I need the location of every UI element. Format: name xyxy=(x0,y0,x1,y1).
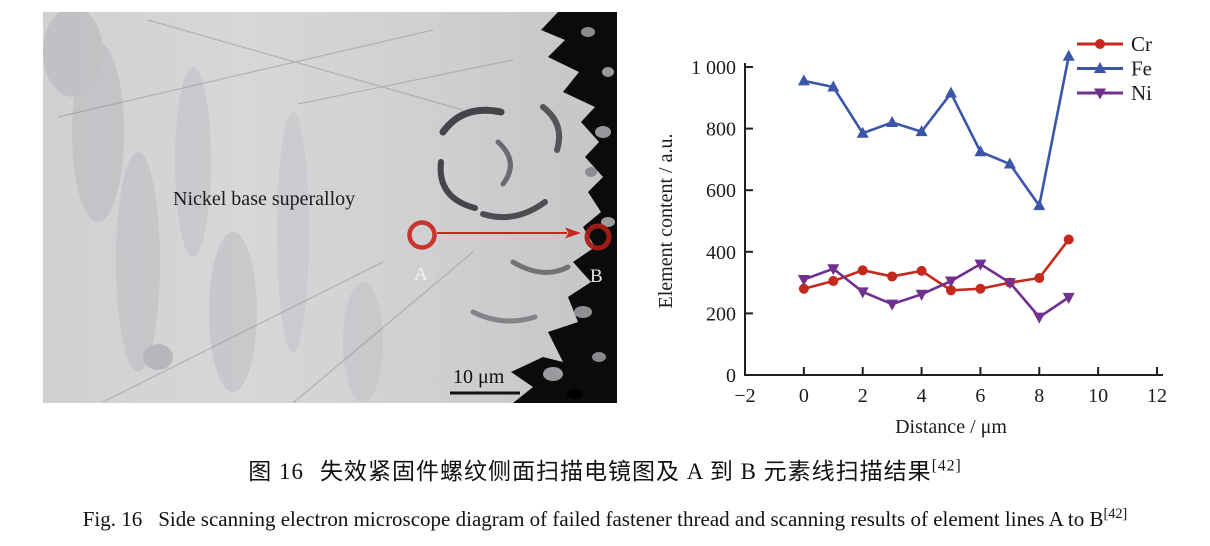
marker-triangle-down xyxy=(1003,278,1016,290)
marker-triangle-down xyxy=(915,289,928,301)
y-tick-label: 0 xyxy=(726,365,736,387)
x-tick-label: 12 xyxy=(1147,385,1167,407)
marker-triangle-down xyxy=(886,299,899,311)
x-tick-label: 8 xyxy=(1034,385,1044,407)
point-b-circle xyxy=(584,223,612,251)
marker-triangle-up xyxy=(945,86,957,98)
marker-triangle-up xyxy=(827,80,840,92)
caption-chinese-number: 图 16 xyxy=(248,459,304,484)
y-tick-label: 800 xyxy=(706,119,736,141)
line-scan-arrowhead xyxy=(565,227,581,239)
x-tick-label: 4 xyxy=(917,385,927,407)
y-axis-label: Element content / a.u. xyxy=(655,134,677,309)
sem-crater xyxy=(437,104,571,324)
y-tick-label: 600 xyxy=(706,180,736,202)
marker-triangle-up xyxy=(797,74,810,86)
marker-triangle-down xyxy=(827,264,840,276)
series-line-cr xyxy=(803,238,1070,292)
scale-bar-label: 10 μm xyxy=(453,366,505,388)
marker-triangle-down xyxy=(974,259,987,271)
caption-english: Fig. 16 Side scanning electron microscope… xyxy=(0,507,1210,532)
caption-english-number: Fig. 16 xyxy=(82,507,143,531)
sem-region-label: Nickel base superalloy xyxy=(173,188,355,210)
caption-chinese-ref: [42] xyxy=(931,457,962,475)
marker-triangle-down xyxy=(856,287,869,299)
caption-english-text: Side scanning electron microscope diagra… xyxy=(158,507,1104,531)
marker-triangle-up xyxy=(974,145,987,157)
series-line-fe xyxy=(803,55,1070,209)
marker-triangle-down xyxy=(1062,292,1075,304)
marker-triangle-up xyxy=(1094,62,1106,73)
element-linescan-chart: −2 0 2 4 6 8 10 12 0 200 400 600 800 1 000 Distance / … xyxy=(650,5,1210,440)
caption-english-ref: [42] xyxy=(1103,506,1128,522)
marker-triangle-down xyxy=(1094,88,1106,100)
marker-triangle-up xyxy=(886,115,899,127)
sem-edge-debris xyxy=(543,27,615,399)
x-axis-label: Distance / μm xyxy=(895,416,1007,438)
marker-circle xyxy=(1034,272,1045,283)
marker-circle xyxy=(946,285,956,296)
y-tick-label: 1 000 xyxy=(691,57,736,79)
marker-circle xyxy=(828,276,839,287)
point-a-circle xyxy=(407,220,437,250)
caption-chinese: 图 16 失效紧固件螺纹侧面扫描电镜图及 A 到 B 元素线扫描结果[42] xyxy=(0,452,1210,486)
x-tick-label: −2 xyxy=(734,385,755,407)
point-b-label: B xyxy=(590,266,603,287)
x-tick-label: 10 xyxy=(1088,385,1108,407)
marker-circle xyxy=(916,265,927,276)
marker-triangle-up xyxy=(1033,199,1046,211)
y-tick-label: 400 xyxy=(706,242,736,264)
legend-label-fe: Fe xyxy=(1131,57,1152,81)
x-tick-label: 6 xyxy=(975,385,985,407)
marker-triangle-up xyxy=(1062,49,1075,61)
marker-triangle-down xyxy=(945,276,957,288)
marker-circle xyxy=(1063,234,1074,245)
chart-axes xyxy=(744,63,1163,376)
marker-circle xyxy=(1095,39,1105,49)
legend-label-cr: Cr xyxy=(1131,32,1152,56)
marker-circle xyxy=(887,271,898,282)
marker-circle xyxy=(975,283,986,294)
marker-circle xyxy=(857,265,868,276)
marker-triangle-down xyxy=(1033,312,1046,324)
legend-label-ni: Ni xyxy=(1131,81,1152,105)
marker-triangle-up xyxy=(915,125,928,137)
sem-dark-edge xyxy=(511,12,617,403)
y-tick-label: 200 xyxy=(706,303,736,325)
marker-triangle-up xyxy=(1003,157,1016,169)
caption-chinese-text: 失效紧固件螺纹侧面扫描电镜图及 A 到 B 元素线扫描结果 xyxy=(320,459,932,484)
point-a-label: A xyxy=(414,264,428,285)
series-line-ni xyxy=(803,262,1070,319)
marker-circle xyxy=(798,283,809,294)
x-tick-label: 0 xyxy=(799,385,809,407)
sem-scratches xyxy=(57,19,514,403)
sem-micrograph: Nickel base superalloy A B 10 μm xyxy=(43,12,617,403)
sem-texture xyxy=(43,12,383,402)
marker-triangle-up xyxy=(856,126,869,138)
marker-triangle-down xyxy=(797,275,810,287)
x-tick-label: 2 xyxy=(858,385,868,407)
